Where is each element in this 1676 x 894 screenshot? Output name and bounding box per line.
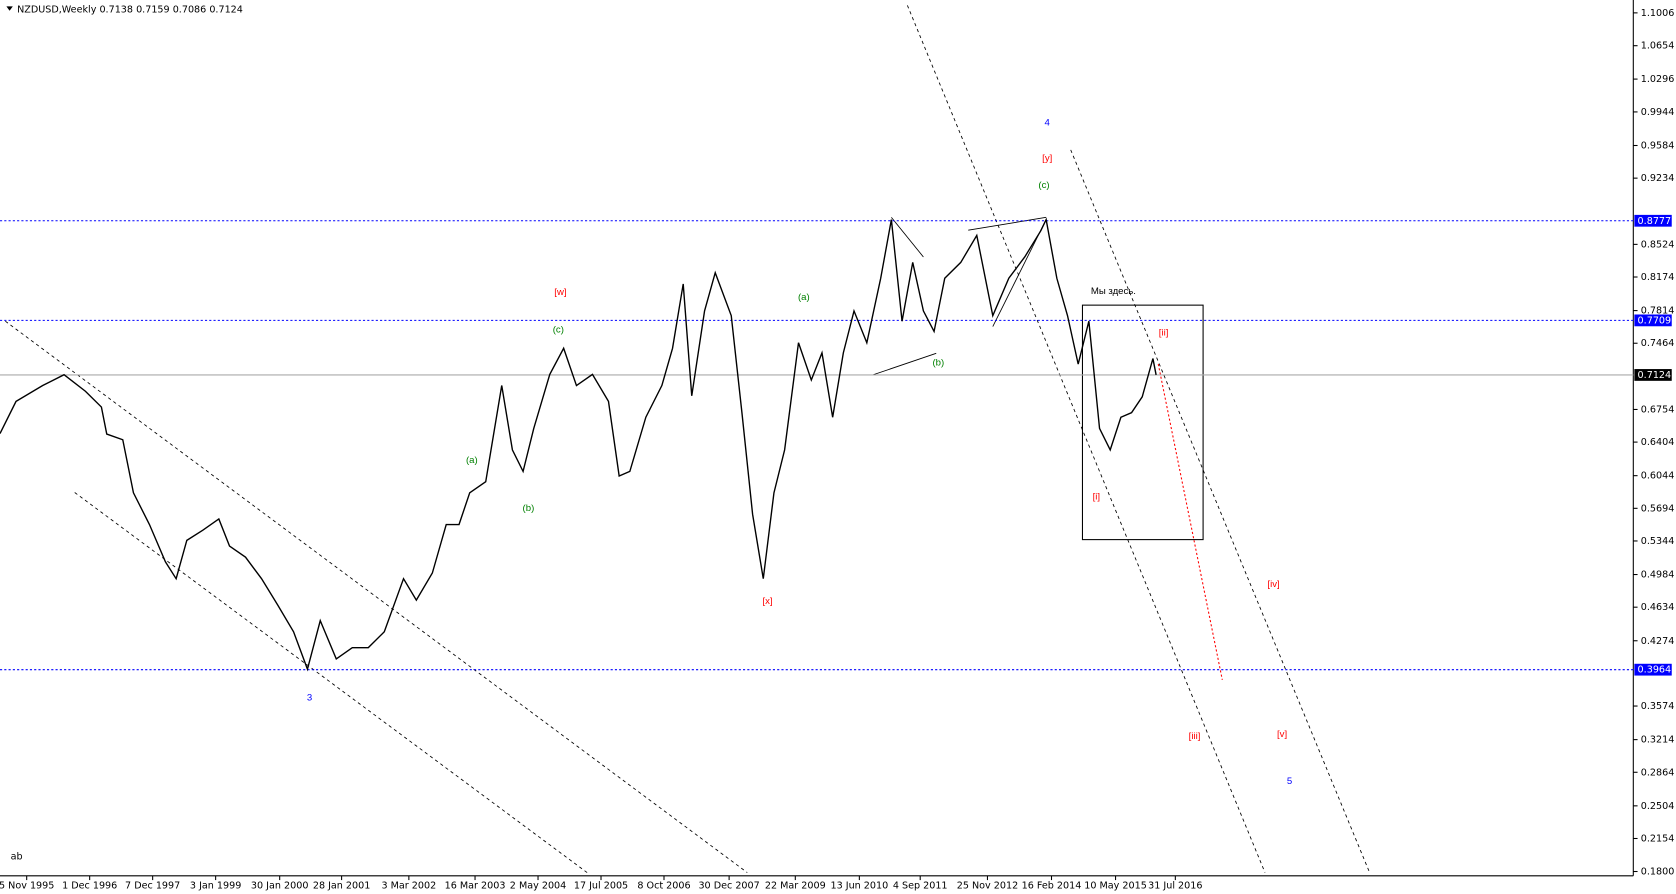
level-label: 0.7709 — [1638, 315, 1672, 326]
y-tick-label: 0.9234 — [1641, 173, 1675, 184]
x-tick-label: 10 May 2015 — [1084, 880, 1147, 891]
y-tick-label: 0.6044 — [1641, 471, 1675, 482]
y-tick-label: 1.1006 — [1641, 8, 1675, 19]
level-label-box — [1634, 314, 1672, 327]
y-tick-label: 0.1800 — [1641, 867, 1675, 878]
y-tick-label: 0.3214 — [1641, 735, 1675, 746]
y-tick-label: 1.0654 — [1641, 41, 1675, 52]
x-tick-label: 25 Nov 2012 — [957, 880, 1018, 891]
x-tick-label: 4 Sep 2011 — [893, 880, 948, 891]
wave-label: (a) — [466, 455, 478, 466]
wave-label: (c) — [553, 324, 564, 335]
y-tick-label: 0.4984 — [1641, 570, 1675, 581]
y-tick-label: 0.6754 — [1641, 404, 1675, 415]
y-tick-label: 0.9584 — [1641, 140, 1675, 151]
x-tick-label: 2 May 2004 — [510, 880, 566, 891]
wave-label: [ii] — [1159, 328, 1169, 339]
x-tick-label: 31 Jul 2016 — [1148, 880, 1202, 891]
y-tick-label: 0.7814 — [1641, 306, 1675, 317]
level-label: 0.8777 — [1638, 216, 1672, 227]
y-tick-label: 0.4274 — [1641, 636, 1675, 647]
chart-title: NZDUSD,Weekly 0.7138 0.7159 0.7086 0.712… — [17, 5, 243, 16]
x-tick-label: 13 Jun 2010 — [830, 880, 888, 891]
corner-text: ab — [11, 852, 23, 863]
y-tick-label: 0.2864 — [1641, 767, 1675, 778]
y-tick-label: 0.5344 — [1641, 536, 1675, 547]
symbol-icon — [6, 6, 13, 11]
x-tick-label: 3 Mar 2002 — [381, 880, 436, 891]
focus-box — [1081, 304, 1204, 541]
wave-label: Мы здесь. — [1091, 286, 1136, 297]
wave-label: [i] — [1093, 491, 1100, 502]
x-tick-label: 1 Dec 1996 — [62, 880, 117, 891]
wave-label: (b) — [523, 503, 535, 514]
trend-lines — [5, 5, 1371, 873]
level-label-box — [1634, 369, 1672, 381]
y-tick-label: 0.8174 — [1641, 272, 1675, 283]
x-tick-label: 7 Dec 1997 — [125, 880, 180, 891]
x-tick-label: 30 Dec 2007 — [698, 880, 759, 891]
wave-label: 3 — [307, 693, 312, 704]
wave-label: [w] — [554, 287, 566, 298]
y-tick-label: 0.9944 — [1641, 107, 1675, 118]
wave-label: [x] — [762, 596, 772, 607]
y-tick-label: 0.4634 — [1641, 602, 1675, 613]
x-tick-label: 17 Jul 2005 — [574, 880, 628, 891]
y-tick-label: 0.7464 — [1641, 338, 1675, 349]
triangle-line — [891, 217, 924, 258]
level-label: 0.3964 — [1638, 665, 1672, 676]
x-tick-label: 16 Mar 2003 — [445, 880, 506, 891]
triangle-line — [968, 216, 1047, 231]
wave-label: 5 — [1287, 776, 1292, 787]
wave-label: 4 — [1045, 118, 1051, 129]
x-tick-label: 22 Mar 2009 — [765, 880, 826, 891]
level-label-box — [1634, 214, 1672, 227]
channel-line — [5, 320, 748, 873]
wave-label: [iv] — [1267, 579, 1279, 590]
x-tick-label: 28 Jan 2001 — [313, 880, 371, 891]
x-tick-label: 3 Jan 1999 — [190, 880, 241, 891]
y-tick-label: 0.5694 — [1641, 503, 1675, 514]
x-tick-label: 30 Jan 2000 — [251, 880, 309, 891]
x-tick-label: 8 Oct 2006 — [637, 880, 690, 891]
wave-label: (a) — [798, 292, 810, 303]
channel-line — [906, 5, 1266, 873]
y-tick-label: 0.3574 — [1641, 701, 1675, 712]
level-label-box — [1634, 663, 1672, 676]
wave-label: [v] — [1277, 729, 1287, 740]
y-tick-label: 0.6404 — [1641, 437, 1675, 448]
y-tick-label: 0.2504 — [1641, 801, 1675, 812]
y-tick-label: 0.8524 — [1641, 239, 1675, 250]
x-tick-label: 5 Nov 1995 — [0, 880, 54, 891]
level-label: 0.7124 — [1638, 370, 1672, 381]
price-line — [0, 217, 1157, 672]
wave-label: [y] — [1042, 153, 1052, 164]
triangle-line — [873, 352, 937, 376]
channel-line — [1070, 149, 1371, 873]
wave-label: [iii] — [1189, 731, 1201, 742]
x-tick-label: 16 Feb 2014 — [1022, 880, 1082, 891]
wave-label: (c) — [1038, 180, 1049, 191]
y-tick-label: 1.0296 — [1641, 74, 1675, 85]
y-tick-label: 0.2154 — [1641, 833, 1675, 844]
wave-label: (b) — [932, 357, 944, 368]
